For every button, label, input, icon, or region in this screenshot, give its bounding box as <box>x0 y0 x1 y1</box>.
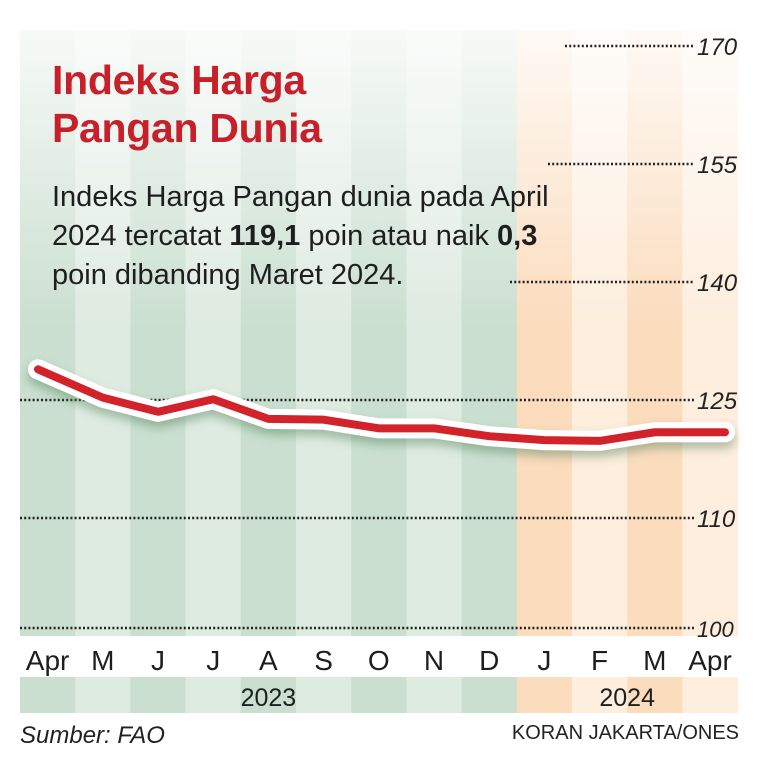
x-tick-label: S <box>314 645 333 676</box>
year-band <box>406 677 463 713</box>
y-tick-label: 125 <box>697 388 738 415</box>
credit: KORAN JAKARTA/ONES <box>511 722 739 744</box>
desc-value-april: 119,1 <box>229 220 301 252</box>
year-band <box>130 677 187 713</box>
title-line-2: Pangan Dunia <box>52 105 322 151</box>
x-tick-label: M <box>643 645 666 676</box>
year-band <box>20 677 76 713</box>
desc-text: poin dibanding Maret 2024. <box>52 259 404 291</box>
x-tick-label: J <box>151 645 165 676</box>
x-tick-label: M <box>91 645 114 676</box>
y-tick-label: 170 <box>697 34 738 61</box>
year-band <box>185 677 242 713</box>
x-tick-label: F <box>591 645 608 676</box>
year-band <box>351 677 407 713</box>
y-tick-label: 155 <box>697 152 738 179</box>
x-tick-label: J <box>206 645 220 676</box>
year-label: 2024 <box>599 684 655 712</box>
desc-increase: 0,3 <box>497 220 538 252</box>
y-tick-label: 110 <box>697 506 736 533</box>
y-tick-label: 140 <box>697 270 738 297</box>
desc-text: Indeks Harga Pangan dunia pada April 202… <box>52 181 549 252</box>
x-tick-label: Apr <box>26 645 70 676</box>
x-tick-label: O <box>368 645 390 676</box>
x-tick-label: D <box>479 645 499 676</box>
year-band <box>240 677 297 713</box>
chart-title: Indeks Harga Pangan Dunia <box>52 56 322 152</box>
y-tick-label: 100 <box>697 617 734 642</box>
title-line-1: Indeks Harga <box>52 57 306 103</box>
x-tick-label: N <box>424 645 444 676</box>
year-band <box>296 677 352 713</box>
year-band <box>627 677 683 713</box>
x-tick-label: J <box>537 645 551 676</box>
source-note: Sumber: FAO <box>20 722 165 749</box>
year-band <box>75 677 131 713</box>
year-band <box>516 677 573 713</box>
x-tick-label: A <box>259 645 278 676</box>
x-tick-label: Apr <box>688 645 732 676</box>
desc-text: poin atau naik <box>300 220 498 252</box>
description: Indeks Harga Pangan dunia pada April 202… <box>52 178 592 295</box>
year-band <box>461 677 518 713</box>
year-label: 2023 <box>241 684 297 712</box>
year-band <box>682 677 739 713</box>
year-band <box>572 677 628 713</box>
